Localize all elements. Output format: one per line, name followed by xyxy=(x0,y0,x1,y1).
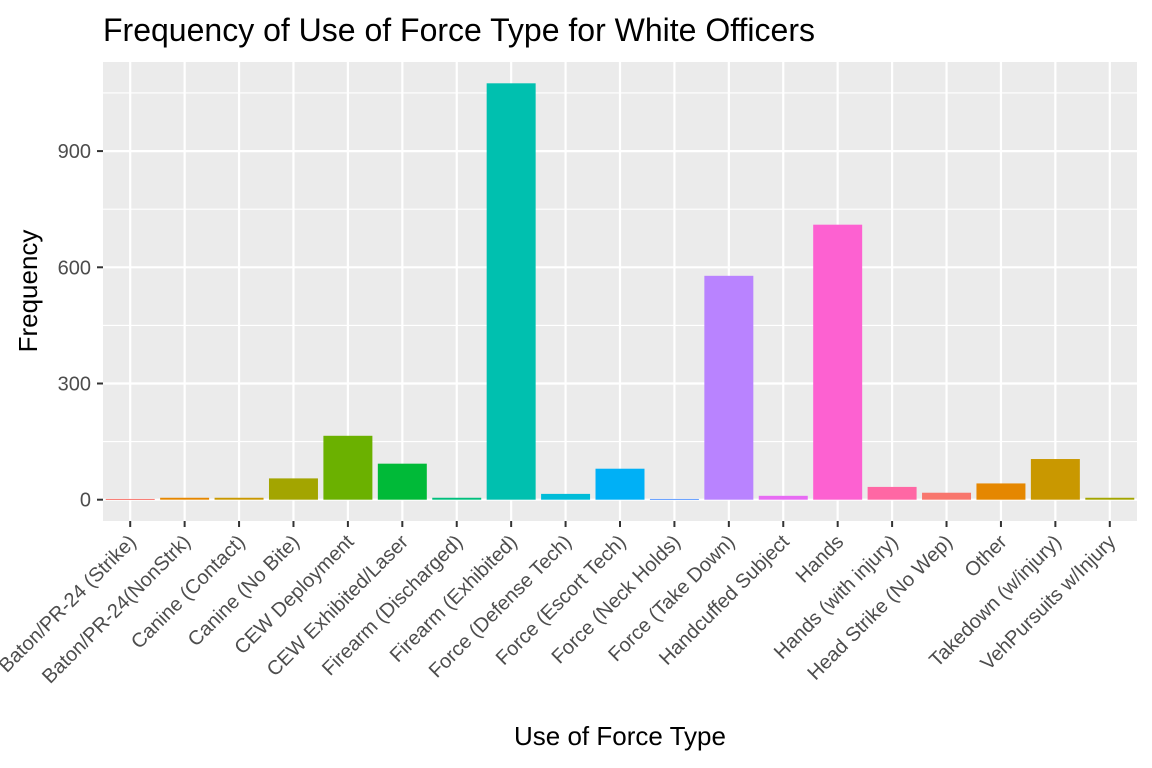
chart-title: Frequency of Use of Force Type for White… xyxy=(103,12,815,48)
y-tick-label: 900 xyxy=(58,141,91,163)
bar xyxy=(813,224,863,500)
bar xyxy=(1030,459,1080,500)
y-axis-title: Frequency xyxy=(13,230,43,353)
bar xyxy=(105,498,155,500)
bar xyxy=(595,468,645,500)
bar xyxy=(541,493,591,500)
bar xyxy=(1085,497,1135,500)
bar xyxy=(214,497,264,500)
bar xyxy=(268,478,318,500)
bars xyxy=(105,83,1135,500)
y-tick-label: 0 xyxy=(80,490,91,512)
bar xyxy=(377,463,427,500)
bar xyxy=(867,486,917,500)
x-tick-label: Other xyxy=(961,531,1012,582)
y-tick-label: 300 xyxy=(58,373,91,395)
bar xyxy=(432,497,482,500)
bar xyxy=(486,83,536,500)
bar xyxy=(323,435,373,500)
bar xyxy=(922,492,972,500)
bar xyxy=(704,275,754,500)
bar xyxy=(976,483,1026,500)
bar xyxy=(758,495,808,500)
y-tick-label: 600 xyxy=(58,257,91,279)
bar xyxy=(160,497,210,500)
bar xyxy=(649,498,699,500)
x-axis-title: Use of Force Type xyxy=(514,721,726,751)
